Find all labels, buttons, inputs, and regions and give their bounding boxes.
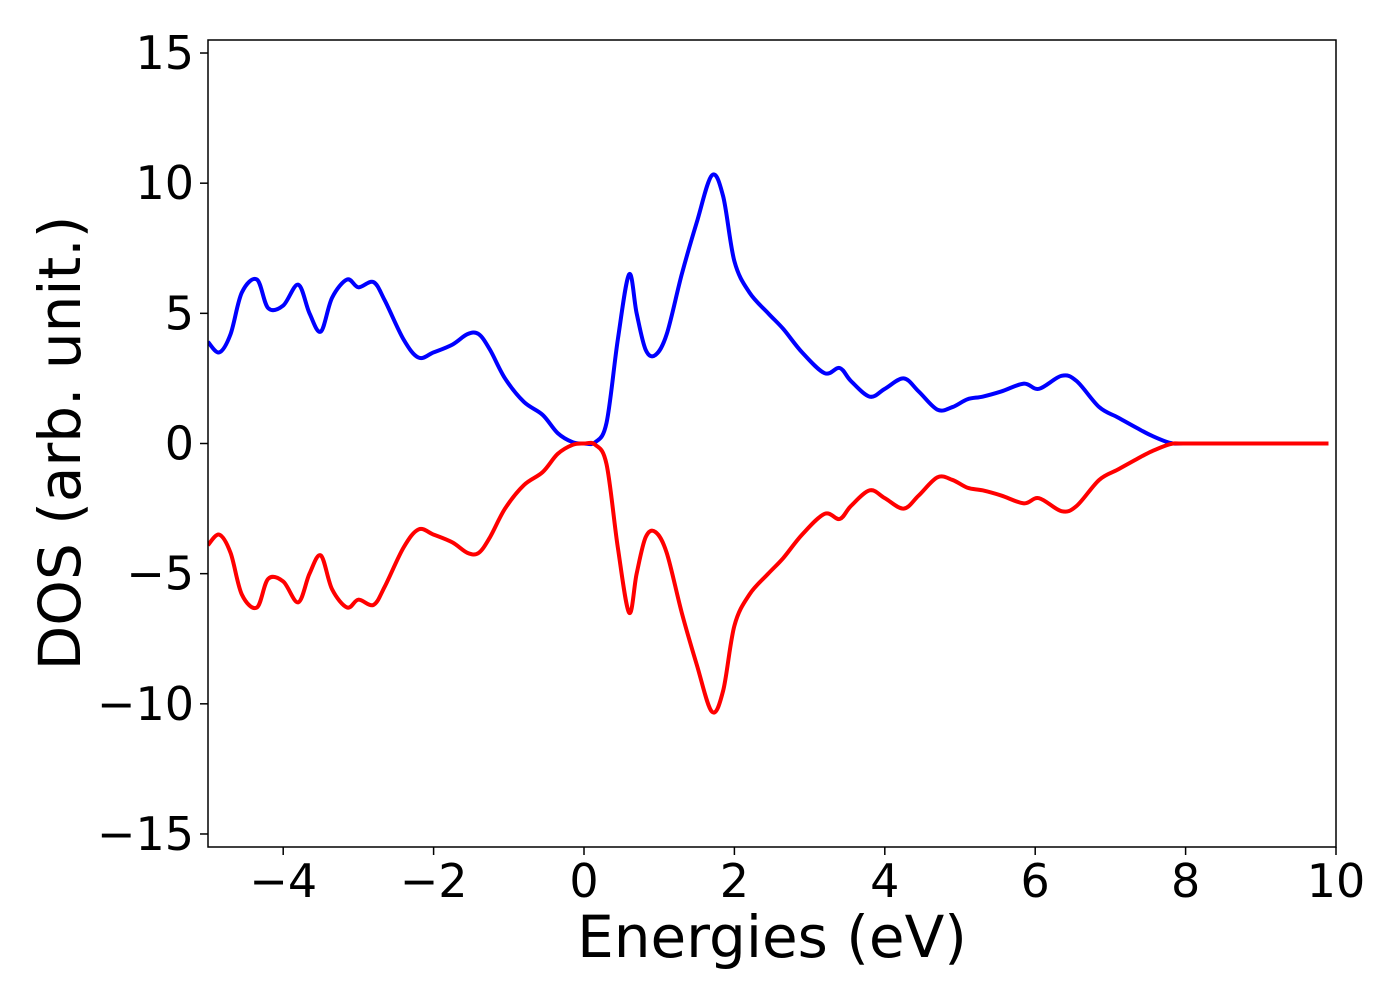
- series-line-spin-down: [208, 440, 1329, 715]
- y-tick-label: 10: [135, 156, 194, 210]
- y-tick-label: −10: [97, 677, 194, 731]
- series-line-spin-up: [208, 172, 1329, 447]
- x-tick-label: 8: [1171, 854, 1200, 908]
- y-tick-label: −15: [97, 807, 194, 861]
- x-axis-label: Energies (eV): [577, 903, 967, 971]
- x-tick-label: −2: [400, 854, 468, 908]
- y-tick-label: −5: [126, 547, 194, 601]
- x-tick-label: 2: [720, 854, 749, 908]
- x-tick-label: 0: [569, 854, 598, 908]
- y-tick-label: 0: [165, 417, 194, 471]
- y-tick-label: 5: [165, 286, 194, 340]
- y-axis-ticks: −15 −10 −5 0 5 10 15: [97, 26, 208, 861]
- x-tick-label: 4: [870, 854, 899, 908]
- series-layer: [208, 172, 1329, 715]
- x-tick-label: −4: [249, 854, 317, 908]
- y-axis-label: DOS (arb. unit.): [26, 216, 94, 671]
- x-axis-ticks: −4 −2 0 2 4 6 8 10: [249, 847, 1365, 908]
- y-tick-label: 15: [135, 26, 194, 80]
- x-tick-label: 10: [1307, 854, 1366, 908]
- x-tick-label: 6: [1021, 854, 1050, 908]
